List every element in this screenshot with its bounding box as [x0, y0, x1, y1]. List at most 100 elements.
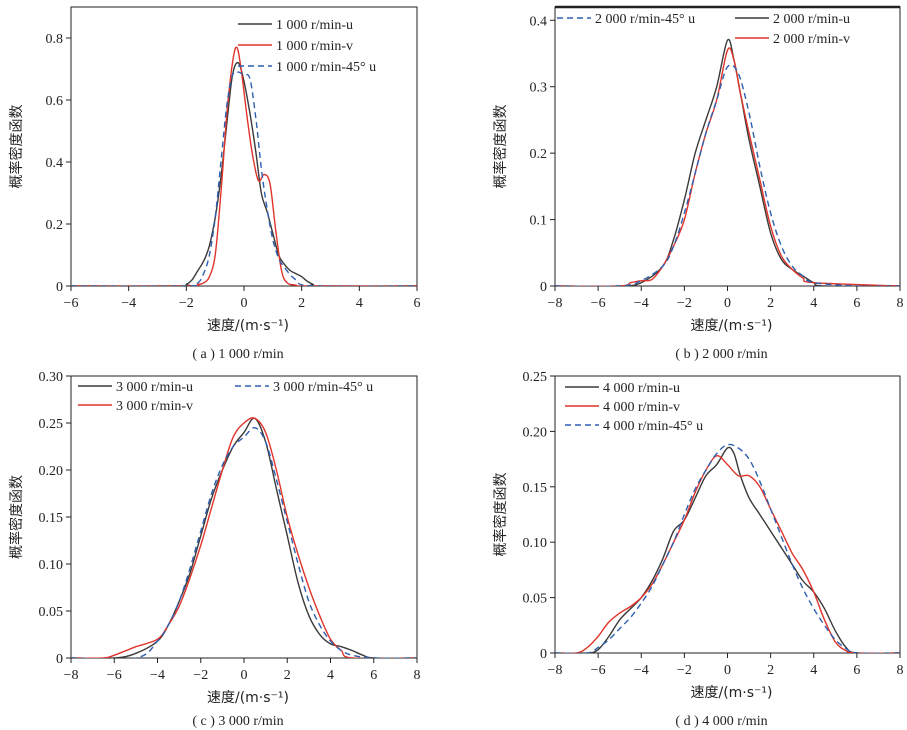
y-tick-label: 0.25 [523, 370, 548, 385]
x-tick-label: −2 [677, 296, 692, 311]
plot-frame [70, 375, 418, 659]
x-tick-label: 6 [853, 296, 860, 311]
x-tick-label: 6 [414, 296, 421, 311]
x-tick-label: 6 [853, 663, 860, 678]
y-tick-label: 0.30 [39, 370, 64, 385]
y-tick-label: 0.2 [530, 147, 548, 162]
x-tick-label: 2 [284, 668, 291, 683]
legend-label: 4 000 r/min-u [603, 381, 680, 396]
x-tick-label: 4 [810, 296, 817, 311]
legend-label: 3 000 r/min-v [116, 399, 193, 414]
x-tick-label: 0 [724, 663, 731, 678]
x-tick-label: 8 [414, 668, 421, 683]
panel-caption: ( c ) 3 000 r/min [192, 714, 283, 729]
series-line-v [555, 455, 900, 653]
x-tick-label: 0 [724, 296, 731, 311]
x-tick-label: −2 [677, 663, 692, 678]
y-tick-label: 0 [56, 652, 63, 667]
x-tick-label: −6 [107, 668, 122, 683]
legend-label: 4 000 r/min-v [603, 400, 680, 415]
plot-frame [70, 6, 418, 287]
legend-label: 4 000 r/min-45° u [603, 419, 703, 434]
x-axis-label: 速度/(m·s⁻¹) [690, 318, 772, 334]
x-tick-label: −8 [548, 663, 563, 678]
x-tick-label: −4 [121, 296, 136, 311]
chart-panel-4: −8 −6 −4 −2 0 2 4 6 8 0 0.05 0.10 0.15 0.20 0.25 速度/(m·… [492, 370, 904, 729]
panel-caption: ( b ) 2 000 r/min [675, 347, 767, 362]
y-tick-label: 0 [540, 647, 547, 662]
y-tick-label: 0.3 [530, 81, 548, 96]
x-tick-label: −4 [634, 296, 649, 311]
legend-label: 1 000 r/min-45° u [276, 60, 376, 75]
series-line-v [71, 46, 417, 286]
y-tick-label: 0.05 [523, 592, 548, 607]
x-tick-label: 0 [241, 668, 248, 683]
y-tick-label: 0 [56, 280, 63, 295]
x-tick-label: 8 [897, 663, 904, 678]
y-tick-label: 0.8 [46, 32, 64, 47]
legend-label: 2 000 r/min-u [773, 12, 850, 27]
series-line-w [71, 70, 417, 286]
legend-label: 2 000 r/min-45° u [595, 12, 695, 27]
x-tick-label: 2 [767, 663, 774, 678]
x-tick-label: −6 [591, 296, 606, 311]
legend-label: 3 000 r/min-u [116, 380, 193, 395]
x-tick-label: 2 [298, 296, 305, 311]
series-line-u [555, 446, 900, 653]
y-axis-label: 概率密度函数 [8, 475, 25, 559]
y-tick-label: 0.6 [46, 94, 64, 109]
x-axis-label: 速度/(m·s⁻¹) [207, 318, 289, 334]
x-tick-label: 2 [767, 296, 774, 311]
x-tick-label: −2 [193, 668, 208, 683]
x-tick-label: −4 [150, 668, 165, 683]
x-tick-label: −8 [548, 296, 563, 311]
legend-label: 1 000 r/min-u [276, 18, 353, 33]
y-tick-label: 0.1 [530, 214, 548, 229]
y-tick-label: 0.15 [39, 511, 64, 526]
y-tick-label: 0.25 [39, 417, 64, 432]
legend-label: 1 000 r/min-v [276, 39, 353, 54]
y-tick-label: 0.4 [530, 14, 548, 29]
chart-panel-1: −6 −4 −2 0 2 4 6 0 0.2 0.4 0.6 0.8 速度/(m·s⁻¹) 概率密度函数 (… [8, 6, 421, 362]
y-tick-label: 0.20 [39, 464, 64, 479]
series-line-v [71, 417, 417, 658]
series-line-u [71, 417, 417, 658]
y-tick-label: 0.2 [46, 218, 64, 233]
x-axis-label: 速度/(m·s⁻¹) [690, 685, 772, 701]
series-line-w [71, 426, 417, 658]
x-tick-label: 4 [356, 296, 363, 311]
series-line-u [71, 61, 417, 286]
x-tick-label: −4 [634, 663, 649, 678]
chart-panel-2: −8 −6 −4 −2 0 2 4 6 8 0 0.1 0.2 0.3 0.4 速度/(m·s⁻¹) 概率密度… [492, 5, 904, 362]
x-tick-label: 4 [810, 663, 817, 678]
x-tick-label: −2 [179, 296, 194, 311]
x-tick-label: −8 [64, 668, 79, 683]
panel-caption: ( a ) 1 000 r/min [192, 347, 283, 362]
x-tick-label: 8 [897, 296, 904, 311]
y-tick-label: 0.10 [523, 536, 548, 551]
y-tick-label: 0.20 [523, 425, 548, 440]
plot-frame [554, 375, 901, 654]
y-tick-label: 0.05 [39, 605, 64, 620]
legend-label: 3 000 r/min-45° u [273, 380, 373, 395]
series-line-w [555, 443, 900, 653]
y-axis-label: 概率密度函数 [8, 105, 25, 189]
x-tick-label: 4 [327, 668, 334, 683]
legend-label: 2 000 r/min-v [773, 32, 850, 47]
y-axis-label: 概率密度函数 [492, 473, 509, 557]
y-axis-label: 概率密度函数 [492, 105, 509, 189]
x-tick-label: −6 [64, 296, 79, 311]
x-tick-label: 6 [370, 668, 377, 683]
y-tick-label: 0.4 [46, 156, 64, 171]
y-tick-label: 0.15 [523, 481, 548, 496]
y-tick-label: 0 [540, 280, 547, 295]
chart-panel-3: −8 −6 −4 −2 0 2 4 6 8 0 0.05 0.10 0.15 0.20 0.25 0.30 速度… [8, 370, 421, 729]
panel-caption: ( d ) 4 000 r/min [675, 714, 767, 729]
x-axis-label: 速度/(m·s⁻¹) [207, 690, 289, 706]
x-tick-label: 0 [241, 296, 248, 311]
series-line-v [555, 47, 900, 286]
series-line-w [555, 64, 900, 286]
x-tick-label: −6 [591, 663, 606, 678]
series-line-u [555, 38, 900, 286]
